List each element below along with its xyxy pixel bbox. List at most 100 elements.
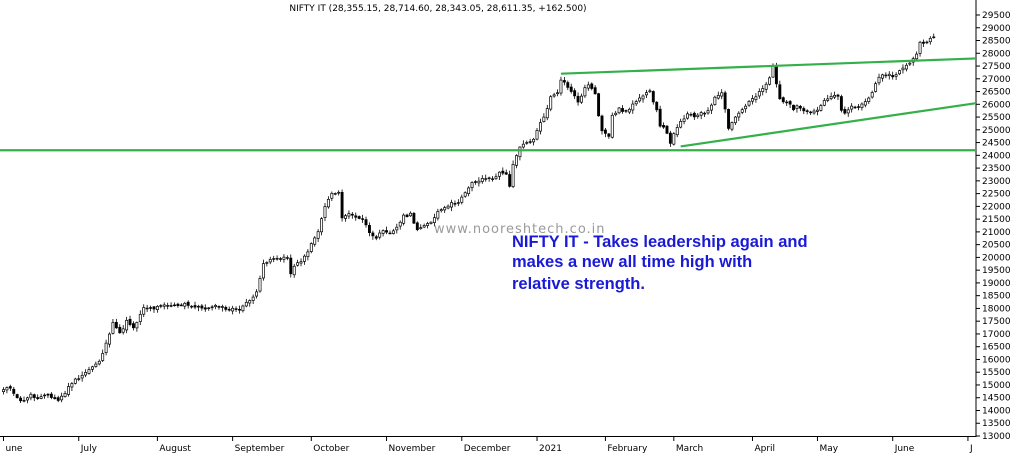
y-tick-label: 25000 [982, 126, 1011, 136]
candle-up [272, 258, 276, 260]
candle-up [768, 77, 772, 85]
candle-up [706, 110, 710, 114]
x-tick-label: September [235, 444, 285, 454]
candle-up [125, 319, 129, 331]
candle-down [857, 106, 860, 108]
y-tick-label: 13500 [982, 419, 1011, 429]
y-tick-label: 22500 [982, 190, 1011, 200]
candle-up [265, 262, 269, 264]
y-tick-label: 14000 [982, 406, 1011, 416]
y-axis-ticks: 13000 13500 14000 14500 15000 15500 16000 16500… [976, 11, 1011, 442]
candle-down [798, 105, 802, 109]
candle-up [470, 182, 474, 189]
candle-down [152, 306, 156, 310]
candle-up [556, 92, 559, 95]
y-tick-label: 27500 [982, 62, 1011, 72]
candle-down [234, 308, 238, 310]
candle-up [395, 226, 399, 231]
candle-up [443, 207, 447, 211]
candle-up [494, 176, 498, 180]
candle-down [843, 109, 847, 114]
candle-down [891, 75, 895, 78]
candle-up [696, 114, 700, 117]
candle-down [289, 257, 293, 275]
y-tick-label: 18000 [982, 304, 1011, 314]
y-tick-label: 29000 [982, 24, 1011, 34]
candle-up [829, 95, 833, 99]
candle-down [385, 230, 388, 233]
candle-down [36, 397, 40, 399]
upper-trendline [560, 57, 977, 75]
candle-up [521, 143, 525, 148]
candle-down [785, 101, 789, 104]
candle-down [361, 218, 365, 220]
y-tick-label: 27000 [982, 75, 1011, 85]
candle-up [426, 223, 430, 226]
candle-up [261, 263, 265, 279]
candle-up [904, 64, 908, 70]
y-tick-label: 17500 [982, 317, 1011, 327]
plot-area [0, 0, 976, 436]
candle-up [703, 112, 707, 115]
candle-down [802, 108, 806, 112]
candle-up [446, 205, 450, 209]
candle-down [621, 108, 624, 112]
candle-up [456, 202, 460, 204]
candle-up [586, 84, 590, 89]
x-tick-label: J [969, 444, 973, 454]
candle-up [275, 257, 279, 260]
candle-down [374, 236, 378, 239]
candle-down [788, 101, 792, 105]
candle-up [627, 108, 631, 113]
candle-down [128, 318, 132, 325]
candle-down [774, 65, 778, 85]
candle-up [94, 363, 98, 367]
candle-up [313, 237, 317, 245]
candle-up [747, 100, 751, 106]
candle-up [751, 98, 754, 102]
candle-down [809, 111, 813, 114]
candle-up [25, 397, 29, 401]
candle-up [833, 94, 837, 98]
candle-down [169, 305, 173, 307]
candle-down [114, 321, 118, 329]
candle-down [727, 109, 730, 129]
candle-up [296, 262, 300, 266]
candle-up [894, 74, 898, 77]
candle-up [207, 307, 211, 310]
candle-up [43, 394, 46, 397]
candle-up [901, 67, 905, 71]
candle-up [716, 95, 720, 99]
y-tick-label: 19500 [982, 266, 1011, 276]
candle-up [870, 92, 874, 98]
candle-up [460, 196, 464, 203]
candle-up [764, 83, 768, 90]
candle-up [97, 360, 101, 365]
candle-up [511, 164, 515, 187]
candle-down [12, 388, 16, 394]
candle-up [409, 212, 412, 217]
candle-up [535, 130, 539, 140]
candle-up [928, 38, 932, 43]
candle-up [111, 322, 115, 334]
y-tick-label: 28000 [982, 49, 1011, 59]
candle-down [176, 303, 180, 307]
candle-down [357, 216, 361, 219]
candle-up [5, 387, 9, 391]
candle-down [354, 215, 358, 218]
candle-up [713, 96, 717, 105]
candle-up [183, 302, 187, 307]
x-tick-label: October [313, 444, 349, 454]
candle-up [887, 73, 891, 76]
candle-down [200, 305, 204, 309]
candle-up [744, 105, 748, 110]
candle-up [333, 193, 337, 195]
candle-up [432, 217, 436, 223]
candle-up [391, 230, 395, 234]
candle-up [138, 314, 142, 322]
y-tick-label: 24500 [982, 139, 1011, 149]
y-tick-label: 22000 [982, 202, 1011, 212]
candle-down [227, 308, 231, 311]
candle-down [32, 394, 36, 398]
candle-up [244, 301, 248, 307]
